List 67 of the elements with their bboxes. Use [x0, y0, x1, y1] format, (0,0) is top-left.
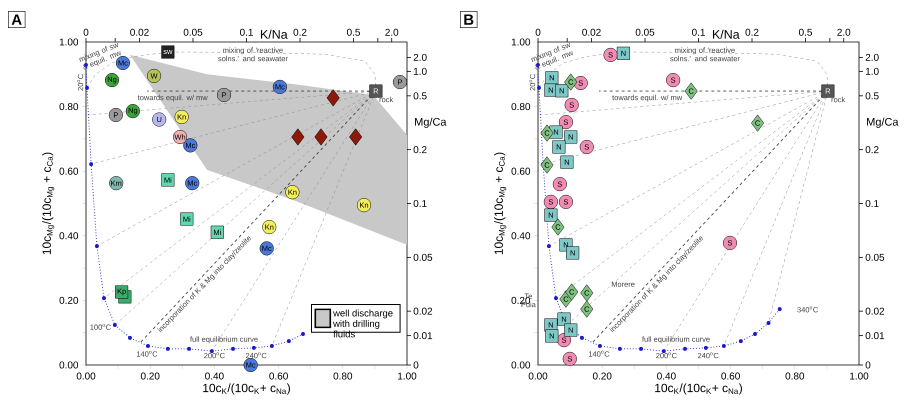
text: 0.5: [414, 92, 427, 100]
text: 0.1: [866, 200, 879, 208]
x-tick-label: 0.40: [205, 372, 224, 380]
text: K/Na: [260, 30, 288, 39]
x-tick-label: 0.00: [528, 372, 548, 380]
text: 2.0: [837, 28, 850, 36]
text: 1.0: [866, 68, 879, 75]
text: 0.05: [636, 28, 654, 36]
x-axis-title: 10c$_{K}$/(10c$_{K}$+ c$_{Na}$): [203, 383, 290, 395]
text: 0.5: [798, 28, 812, 36]
text: 0: [536, 28, 540, 36]
text: 0.02: [130, 28, 149, 36]
text: 0.1: [692, 28, 705, 36]
y-tick-label: 0.00: [59, 361, 78, 369]
chart-title: B: [464, 14, 474, 25]
y-tick-label: 0.40: [59, 232, 78, 240]
x-axis-title: 10c$_{K}$/(10c$_{K}$+ c$_{Na}$): [655, 383, 742, 395]
y-axis-title: 10c$_{Mg}$/(10c$_{Mg}$ + c$_{Ca}$): [42, 152, 54, 254]
text: 0.01: [866, 332, 884, 340]
y-tick-label: 0.60: [511, 168, 530, 175]
text: 0: [866, 361, 870, 369]
text: 0.5: [346, 28, 360, 36]
text: 0.2: [293, 28, 306, 36]
text: 0.05: [414, 254, 432, 261]
x-tick-label: 0.60: [721, 372, 740, 380]
text: Mg/Ca: [867, 118, 898, 128]
text: 2.0: [866, 54, 879, 61]
y-tick-label: 0.00: [511, 361, 530, 369]
text: 2.0: [414, 54, 427, 61]
y-tick-label: 0.40: [511, 232, 530, 240]
text: 0.01: [414, 332, 432, 340]
text: K/Na: [712, 30, 740, 39]
legend-label: well discharge with drilling fluids: [333, 310, 393, 338]
y-tick-label: 0.80: [59, 103, 78, 110]
text: 0.1: [240, 28, 253, 36]
x-tick-label: 0.40: [657, 372, 676, 380]
x-tick-label: 0.60: [269, 372, 288, 380]
text: 0.1: [414, 200, 427, 208]
x-tick-label: 0.80: [334, 372, 352, 380]
text: 0.2: [745, 28, 758, 36]
text: 1.0: [414, 68, 427, 75]
text: 0.02: [414, 308, 432, 315]
text: 2.0: [385, 28, 398, 36]
y-tick-label: 0.80: [511, 103, 530, 110]
text: 0.02: [866, 308, 884, 315]
y-tick-label: 0.20: [511, 296, 530, 304]
chart-title: A: [12, 14, 22, 25]
text: 0: [414, 361, 418, 369]
text: 0.05: [866, 254, 884, 261]
text: Mg/Ca: [415, 118, 446, 128]
x-tick-label: 0.20: [140, 372, 160, 380]
x-tick-label: 0.20: [592, 372, 612, 380]
text: 0.2: [414, 146, 427, 154]
text: 0.02: [582, 28, 601, 36]
x-tick-label: 0.00: [76, 372, 96, 380]
y-axis-title: 10c$_{Mg}$/(10c$_{Mg}$ + c$_{Ca}$): [494, 152, 506, 254]
y-tick-label: 1.00: [512, 38, 530, 46]
y-tick-label: 0.60: [59, 168, 78, 175]
text: 0.5: [866, 92, 879, 100]
text: 0.05: [184, 28, 202, 36]
x-tick-label: 0.80: [786, 372, 804, 380]
y-tick-label: 1.00: [60, 38, 78, 46]
y-tick-label: 0.20: [59, 296, 78, 304]
x-tick-label: 1.00: [398, 372, 416, 380]
text: 0: [84, 28, 88, 36]
x-tick-label: 1.00: [850, 372, 868, 380]
text: 0.2: [866, 146, 879, 154]
